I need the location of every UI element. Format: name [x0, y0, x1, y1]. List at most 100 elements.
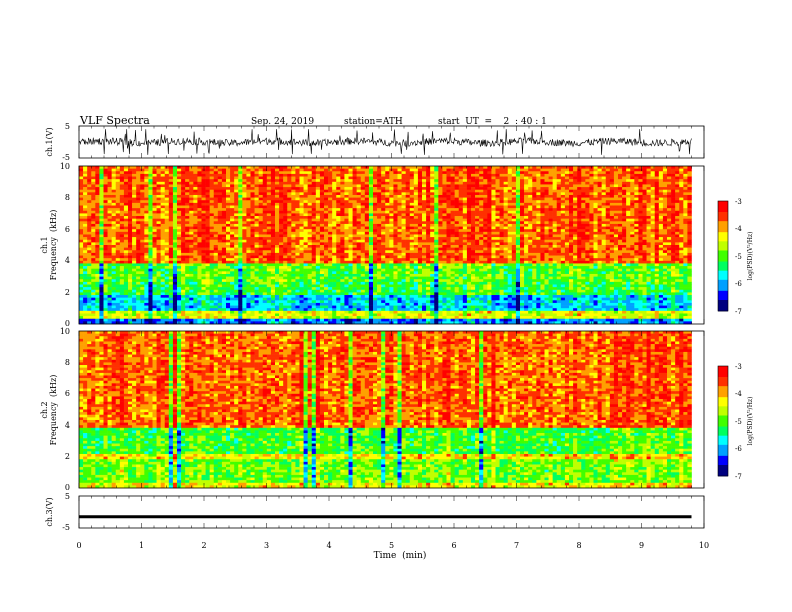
spectrogram-cell [205, 200, 210, 204]
spectrogram-cell [275, 245, 280, 248]
spectrogram-cell [340, 223, 345, 227]
spectrogram-cell [115, 239, 121, 243]
spectrogram-cell [128, 287, 133, 291]
spectrogram-cell [132, 289, 137, 293]
spectrogram-cell [315, 297, 321, 301]
spectrogram-cell [385, 247, 390, 251]
spectrogram-cell [156, 176, 161, 180]
spectrogram-cell [95, 218, 100, 222]
spectrogram-cell [140, 266, 145, 269]
spectrogram-cell [107, 250, 112, 254]
spectrogram-cell [148, 284, 153, 288]
spectrogram-cell [79, 192, 84, 196]
spectrogram-cell [385, 271, 390, 275]
spectrogram-cell [340, 231, 345, 235]
spectrogram-cell [152, 313, 157, 317]
spectrogram-cell [254, 266, 259, 269]
spectrogram-cell [348, 273, 353, 277]
spectrogram-cell [319, 308, 325, 312]
spectrogram-cell [283, 276, 288, 280]
spectrogram-cell [303, 258, 308, 262]
spectrogram-cell [385, 184, 390, 188]
spectrogram-cell [107, 276, 112, 280]
spectrogram-cell [193, 194, 198, 198]
spectrogram-cell [107, 189, 112, 193]
spectrogram-cell [307, 221, 313, 225]
spectrogram-cell [119, 305, 125, 309]
spectrogram-cell [360, 200, 366, 204]
spectrogram-cell [238, 239, 243, 243]
spectrogram-cell [234, 271, 239, 275]
spectrogram-cell [303, 245, 308, 248]
spectrogram-cell [328, 226, 333, 230]
spectrogram-cell [401, 237, 406, 241]
spectrogram-cell [79, 250, 84, 254]
spectrogram-cell [303, 250, 308, 254]
spectrogram-cell [185, 250, 190, 254]
spectrogram-cell [295, 239, 300, 243]
spectrogram-cell [332, 216, 337, 219]
spectrogram-cell [348, 313, 353, 317]
spectrogram-cell [205, 187, 210, 190]
spectrogram-cell [213, 231, 219, 235]
spectrogram-cell [160, 168, 166, 172]
spectrogram-cell [279, 184, 284, 188]
spectrogram-cell [389, 179, 394, 183]
spectrogram-cell [279, 316, 284, 320]
spectrogram-cell [332, 205, 337, 209]
spectrogram-cell [189, 276, 194, 280]
spectrogram-cell [115, 292, 121, 296]
spectrogram-cell [148, 234, 153, 238]
spectrogram-cell [254, 218, 259, 222]
spectrogram-cell [83, 250, 88, 254]
spectrogram-cell [262, 252, 268, 256]
spectrogram-cell [385, 268, 390, 272]
spectrogram-cell [291, 181, 296, 185]
spectrogram-cell [230, 229, 235, 233]
spectrogram-cell [258, 318, 264, 322]
spectrogram-cell [205, 297, 210, 301]
spectrogram-cell [123, 247, 129, 251]
spectrogram-cell [87, 242, 92, 246]
spectrogram-cell [107, 176, 112, 180]
spectrogram-cell [409, 189, 415, 193]
spectrogram-cell [95, 273, 100, 277]
spectrogram-cell [319, 295, 325, 298]
spectrogram-cell [119, 192, 125, 196]
spectrogram-cell [352, 258, 357, 262]
spectrogram-cell [397, 308, 402, 312]
spectrogram-cell [262, 258, 268, 262]
spectrogram-cell [360, 313, 366, 317]
spectrogram-cell [193, 237, 198, 241]
spectrogram-cell [185, 184, 190, 188]
spectrogram-cell [123, 252, 129, 256]
spectrogram-cell [107, 218, 112, 222]
spectrogram-cell [258, 192, 264, 196]
spectrogram-cell [226, 176, 231, 180]
spectrogram-cell [242, 192, 247, 196]
spectrogram-cell [385, 316, 390, 320]
spectrogram-cell [189, 289, 194, 293]
spectrogram-cell [99, 229, 104, 233]
spectrogram-cell [299, 213, 304, 217]
spectrogram-cell [344, 229, 349, 233]
spectrogram-cell [279, 179, 284, 183]
spectrogram-cell [348, 189, 353, 193]
spectrogram-cell [246, 310, 251, 314]
spectrogram-cell [246, 197, 251, 201]
spectrogram-cell [291, 171, 296, 175]
spectrogram-cell [99, 295, 104, 298]
spectrogram-cell [246, 292, 251, 296]
spectrogram-cell [250, 308, 255, 312]
spectrogram-cell [324, 194, 329, 198]
spectrogram-cell [336, 273, 341, 277]
spectrogram-cell [148, 179, 153, 183]
spectrogram-cell [226, 247, 231, 251]
spectrogram-cell [185, 279, 190, 283]
spectrogram-cell [262, 242, 268, 246]
spectrogram-cell [156, 202, 161, 206]
spectrogram-cell [156, 179, 161, 183]
spectrogram-cell [230, 287, 235, 291]
spectrogram-cell [283, 302, 288, 306]
spectrogram-cell [303, 229, 308, 233]
